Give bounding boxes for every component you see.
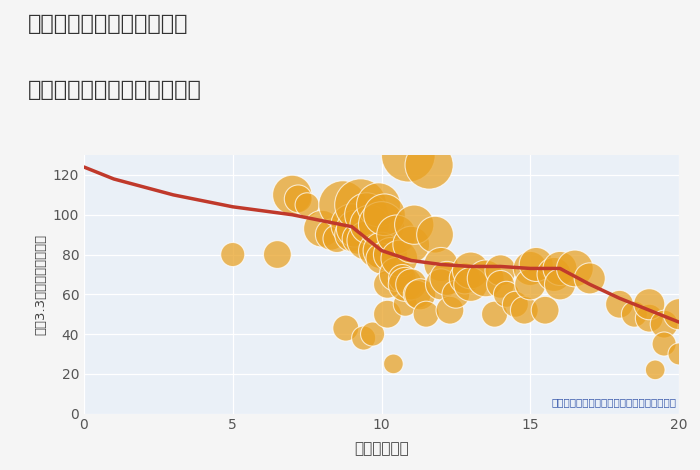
Point — [409, 221, 420, 228]
Point — [444, 306, 456, 314]
Text: 奈良県奈良市学園大和町の: 奈良県奈良市学園大和町の — [28, 14, 188, 34]
Point — [391, 271, 402, 278]
Text: 円の大きさは、取引のあった物件面積を示す: 円の大きさは、取引のあった物件面積を示す — [551, 398, 676, 407]
Point — [644, 314, 655, 322]
Point — [465, 281, 476, 288]
Point — [340, 324, 351, 332]
Point — [525, 281, 536, 288]
Point — [435, 261, 447, 268]
Point — [554, 265, 566, 272]
Point — [346, 231, 357, 238]
Point — [364, 221, 375, 228]
Point — [349, 225, 360, 233]
Point — [326, 231, 337, 238]
Point — [659, 340, 670, 348]
Point — [435, 281, 447, 288]
Point — [414, 290, 426, 298]
Point — [519, 306, 530, 314]
Point — [614, 300, 625, 308]
Point — [569, 265, 580, 272]
Point — [393, 255, 405, 262]
Text: 駅距離別中古マンション価格: 駅距離別中古マンション価格 — [28, 80, 202, 100]
Point — [287, 191, 298, 199]
Point — [346, 221, 357, 228]
Point — [367, 330, 378, 338]
Point — [406, 281, 417, 288]
Point — [388, 360, 399, 368]
Point — [650, 366, 661, 374]
Point — [421, 310, 432, 318]
X-axis label: 駅距離（分）: 駅距離（分） — [354, 441, 409, 456]
Point — [525, 265, 536, 272]
Point — [373, 201, 384, 209]
Point — [316, 225, 328, 233]
Point — [361, 237, 372, 244]
Point — [406, 241, 417, 248]
Point — [379, 211, 390, 219]
Point — [510, 300, 521, 308]
Point — [370, 247, 381, 254]
Point — [549, 271, 560, 278]
Point — [412, 290, 423, 298]
Point — [361, 211, 372, 219]
Point — [480, 274, 491, 282]
Point — [441, 274, 452, 282]
Point — [355, 201, 366, 209]
Point — [400, 300, 411, 308]
Point — [673, 310, 685, 318]
Point — [391, 231, 402, 238]
Point — [331, 235, 342, 243]
Point — [465, 266, 476, 274]
Point — [424, 161, 435, 169]
Point — [402, 151, 414, 159]
Point — [673, 350, 685, 358]
Point — [495, 281, 506, 288]
Point — [337, 201, 349, 209]
Point — [495, 266, 506, 274]
Point — [450, 290, 461, 298]
Point — [531, 261, 542, 268]
Point — [376, 247, 387, 254]
Point — [644, 300, 655, 308]
Point — [302, 201, 313, 209]
Point — [584, 274, 595, 282]
Point — [382, 310, 393, 318]
Point — [293, 195, 304, 203]
Point — [376, 221, 387, 228]
Y-axis label: 坪（3.3㎡）単価（万円）: 坪（3.3㎡）単価（万円） — [34, 234, 47, 335]
Point — [501, 290, 512, 298]
Point — [376, 255, 387, 262]
Point — [400, 281, 411, 288]
Point — [489, 310, 500, 318]
Point — [352, 235, 363, 243]
Point — [629, 310, 640, 318]
Point — [358, 334, 370, 342]
Point — [397, 274, 408, 282]
Point — [659, 321, 670, 328]
Point — [430, 231, 441, 238]
Point — [385, 251, 396, 258]
Point — [382, 281, 393, 288]
Point — [227, 251, 238, 258]
Point — [540, 306, 551, 314]
Point — [554, 281, 566, 288]
Point — [459, 274, 470, 282]
Point — [272, 251, 283, 258]
